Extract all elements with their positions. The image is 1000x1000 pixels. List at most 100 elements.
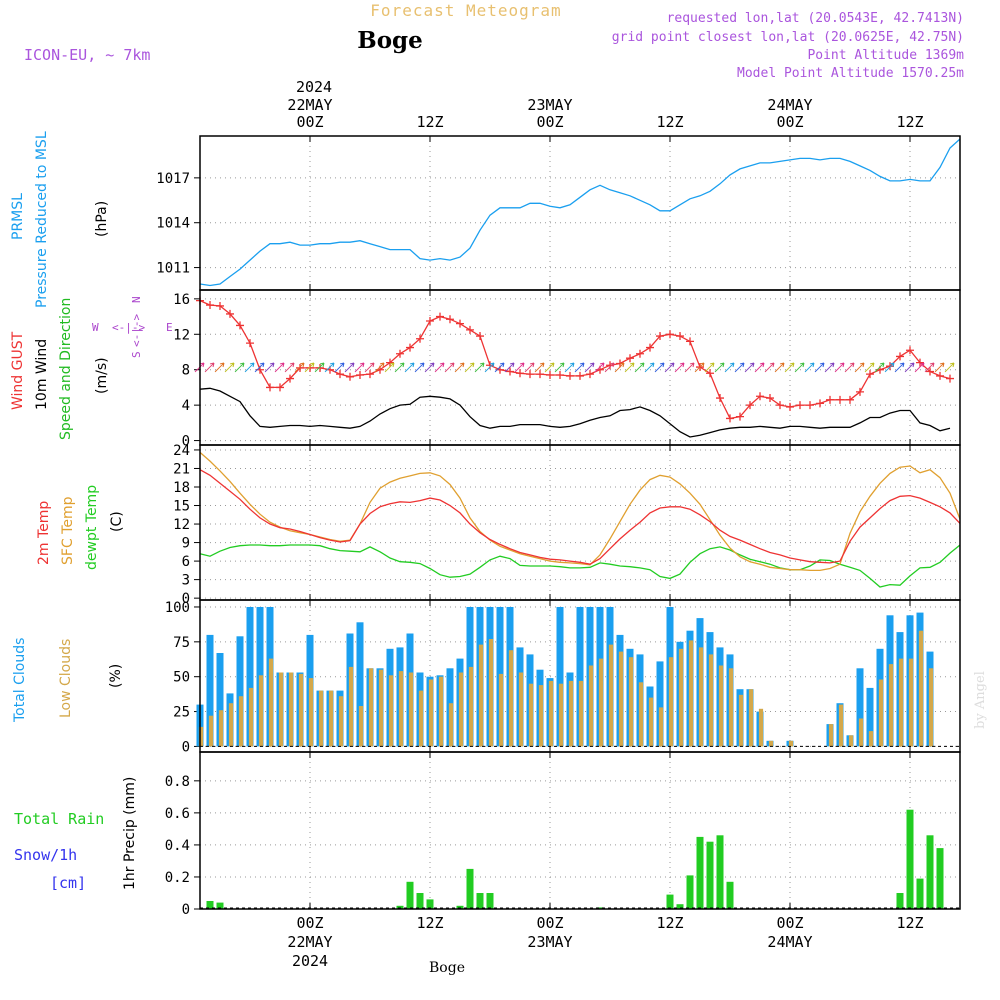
low-clouds-bar [728,668,734,747]
top-date-label: 22MAY [287,96,332,114]
bottom-time-label: 12Z [656,914,683,932]
compass-arrows: <-|-> [112,321,145,334]
y-tick-label: 1017 [156,171,190,187]
total-clouds-bar [206,634,214,747]
wind-direction-arrow [504,362,515,373]
wind-direction-arrow [754,362,765,373]
y-tick-label: 8 [182,363,190,379]
wind-direction-arrow [484,362,495,373]
wind-direction-arrow [364,362,375,373]
gust-marker [906,346,914,355]
panel-clouds: 0 25 50 75 100 [165,599,961,755]
wind-direction-arrow [384,362,395,373]
compass-e: E [166,321,173,334]
gust-marker [806,401,814,410]
bottom-time-label: 12Z [896,914,923,932]
total-clouds-bar [216,653,224,747]
low-clouds-bar [598,658,604,747]
rain-bar [396,905,404,909]
gust-marker [366,370,374,379]
low-clouds-bar [288,672,294,747]
wind-direction-arrow [674,362,685,373]
bottom-time-label: 00Z [536,914,563,932]
wind-direction-arrow [524,362,535,373]
panel-frame [199,135,961,291]
wind-direction-arrow [274,362,285,373]
total-clouds-bar [556,607,564,747]
wind-direction-arrow [804,362,815,373]
gust-marker [236,321,244,330]
gust-marker [266,383,274,392]
wind-direction-arrow [234,362,245,373]
low-clouds-bar [848,735,854,747]
low-clouds-bar [348,666,354,747]
y-tick-label: 0.8 [165,774,190,790]
wind-direction-arrow [284,362,295,373]
gust-marker [726,414,734,423]
rain-bar [906,809,914,909]
wind-direction-arrow [204,362,215,373]
wind-direction-arrow [304,362,315,373]
low-clouds-bar [548,680,554,747]
wind-direction-arrow [764,362,775,373]
wind-direction-arrow [814,362,825,373]
gust-marker [626,354,634,363]
requested-coords: requested lon,lat (20.0543E, 42.7413N) [667,11,964,26]
wind-direction-arrow [584,362,595,373]
wind-direction-arrow [704,362,715,373]
gust-marker [746,401,754,410]
gust-marker [666,330,674,339]
y-tick-label: 75 [173,635,190,651]
y-tick-label: 0.6 [165,806,190,822]
low-clouds-bar [408,672,414,747]
watermark: by Angel [973,671,988,729]
bottom-date-label: 24MAY [767,933,812,951]
compass-w: W [92,321,99,334]
low-clouds-bar [708,654,714,747]
wind-direction-arrow [784,362,795,373]
wind-direction-arrow [294,362,305,373]
gust-marker [936,371,944,380]
bottom-time-label: 00Z [296,914,323,932]
series-line-prmsl [199,138,961,287]
low-clouds-bar [338,696,344,747]
pressure-msl-label: Pressure Reduced to MSL [34,131,50,308]
low-clouds-bar [358,706,364,747]
wind-unit-label: (m/s) [94,357,110,394]
bottom-time-label: 00Z [776,914,803,932]
top-time-label: 12Z [896,113,923,131]
gust-marker [246,339,254,348]
low-clouds-bar [538,685,544,747]
low-clouds-bar [438,676,444,747]
gust-marker [736,412,744,421]
series-line-10m-wind [199,387,951,438]
rain-bar [686,875,694,909]
y-tick-label: 12 [173,327,190,343]
gust-marker [796,401,804,410]
low-clouds-bar [298,673,304,747]
bottom-year-label: 2024 [292,952,328,970]
gust-marker [856,387,864,396]
clouds-unit-label: (%) [108,664,124,688]
panel-pressure: 1011 1014 1017 [156,135,961,291]
compass-n: N [130,296,143,303]
grid-point-coords: grid point closest lon,lat (20.0625E, 42… [612,30,964,45]
prmsl-label: PRMSL [10,193,26,240]
low-clouds-bar [318,690,324,747]
y-tick-label: 6 [182,554,190,570]
low-clouds-bar [868,731,874,747]
gust-marker [396,349,404,358]
y-tick-label: 24 [173,443,190,459]
gust-marker [786,402,794,411]
low-clouds-bar [608,644,614,747]
location-title: Boge [357,27,423,54]
rain-bar [676,904,684,909]
gust-marker [526,370,534,379]
gust-marker [476,332,484,341]
wind-direction-arrow [434,362,445,373]
low-clouds-bar [758,708,764,747]
gust-marker [706,369,714,378]
wind-direction-arrow [404,362,415,373]
side-labels: PRMSL Pressure Reduced to MSL (hPa) Wind… [10,131,173,892]
